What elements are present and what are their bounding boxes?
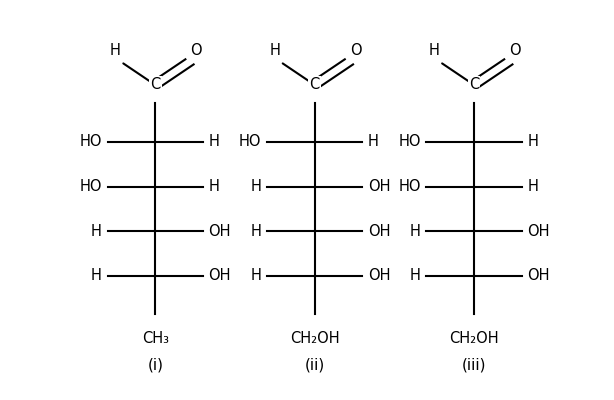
Text: (ii): (ii) [305, 358, 325, 372]
Text: H: H [527, 134, 538, 150]
Text: H: H [251, 268, 262, 284]
Text: H: H [527, 179, 538, 194]
Text: (iii): (iii) [462, 358, 486, 372]
Text: HO: HO [239, 134, 262, 150]
Text: H: H [429, 43, 440, 58]
Text: H: H [410, 268, 421, 284]
Text: H: H [251, 224, 262, 239]
Text: H: H [251, 179, 262, 194]
Text: CH₃: CH₃ [142, 331, 169, 346]
Text: O: O [190, 43, 202, 58]
Text: H: H [368, 134, 379, 150]
Text: HO: HO [79, 179, 102, 194]
Text: C: C [309, 78, 320, 92]
Text: C: C [150, 78, 160, 92]
Text: O: O [350, 43, 362, 58]
Text: H: H [209, 179, 219, 194]
Text: CH₂OH: CH₂OH [290, 331, 340, 346]
Text: H: H [410, 224, 421, 239]
Text: (i): (i) [147, 358, 163, 372]
Text: H: H [91, 224, 102, 239]
Text: HO: HO [398, 179, 421, 194]
Text: OH: OH [527, 268, 550, 284]
Text: H: H [110, 43, 121, 58]
Text: OH: OH [209, 224, 231, 239]
Text: H: H [91, 268, 102, 284]
Text: OH: OH [209, 268, 231, 284]
Text: OH: OH [368, 179, 391, 194]
Text: OH: OH [368, 224, 391, 239]
Text: H: H [270, 43, 280, 58]
Text: OH: OH [527, 224, 550, 239]
Text: C: C [469, 78, 479, 92]
Text: H: H [209, 134, 219, 150]
Text: OH: OH [368, 268, 391, 284]
Text: O: O [509, 43, 521, 58]
Text: HO: HO [398, 134, 421, 150]
Text: CH₂OH: CH₂OH [449, 331, 499, 346]
Text: HO: HO [79, 134, 102, 150]
